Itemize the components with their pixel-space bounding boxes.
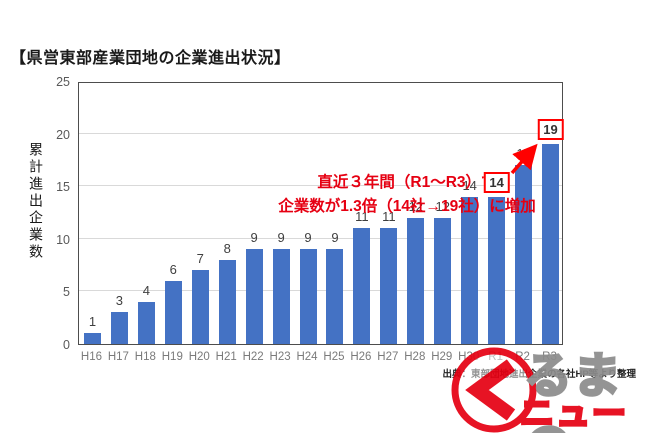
y-tick-label: 10 <box>56 232 70 247</box>
bar-H30 <box>461 196 479 344</box>
gridline-y-15 <box>79 185 562 187</box>
x-tick-label-H24: H24 <box>296 351 318 363</box>
bar-H23 <box>272 249 290 344</box>
value-label-H24: 9 <box>304 230 312 246</box>
x-tick-label-H21: H21 <box>215 351 237 363</box>
watermark-text-bottom: ニュース <box>519 394 628 433</box>
y-tick-label: 0 <box>63 338 70 352</box>
bar-R1 <box>488 196 506 344</box>
value-label-H20: 7 <box>196 251 204 267</box>
x-tick-label-H19: H19 <box>161 351 183 363</box>
chart-title: 【県営東部産業団地の企業進出状況】 <box>10 50 291 67</box>
value-label-H17: 3 <box>115 293 124 309</box>
bar-H29 <box>434 217 452 344</box>
gridline-y-20 <box>79 132 562 134</box>
bar-H16 <box>83 333 101 344</box>
value-label-H28: 12 <box>408 198 424 214</box>
value-label-H16: 1 <box>88 314 97 330</box>
value-label-H22: 9 <box>250 230 258 246</box>
value-label-H27: 11 <box>382 209 396 225</box>
value-label-H30: 14 <box>462 177 477 193</box>
highlighted-value-label-R3: 19 <box>537 119 564 141</box>
x-tick-label-H28: H28 <box>404 351 426 363</box>
bar-H18 <box>137 301 155 344</box>
x-tick-label-H20: H20 <box>188 351 210 363</box>
value-label-H18: 4 <box>142 282 150 298</box>
x-tick-label-H22: H22 <box>242 351 264 363</box>
bar-R2 <box>515 165 533 344</box>
bar-H17 <box>110 312 128 344</box>
y-tick-label: 25 <box>56 75 70 89</box>
x-tick-label-H18: H18 <box>134 351 156 363</box>
y-tick-label: 5 <box>63 285 70 300</box>
x-tick-label-H16: H16 <box>80 351 103 363</box>
bar-H24 <box>299 249 317 344</box>
bar-H20 <box>191 270 209 344</box>
value-label-H25: 9 <box>331 230 339 246</box>
bar-H26 <box>353 228 371 344</box>
value-label-R2: 17 <box>516 146 531 162</box>
y-tick-label: 15 <box>56 180 70 195</box>
x-tick-label-H26: H26 <box>350 351 372 363</box>
kuruma-no-news-watermark: るまの ニュース <box>446 340 650 433</box>
kuruma-logo-icon <box>451 347 537 433</box>
bar-H22 <box>245 249 263 344</box>
bar-H25 <box>326 249 344 344</box>
highlighted-value-label-R1: 14 <box>483 171 510 193</box>
y-tick-label: 20 <box>56 127 70 142</box>
annotation-line-2: 企業数が1.3倍（14社→19社）に増加 <box>278 198 536 215</box>
value-label-H29: 12 <box>435 198 450 214</box>
annotation-text: 直近３年間（R1～R3）で 企業数が1.3倍（14社→19社）に増加 <box>157 171 650 219</box>
y-axis-title: 累計進出企業数 <box>28 142 44 261</box>
bar-H21 <box>218 259 236 344</box>
annotation-line-1: 直近３年間（R1～R3）で <box>317 174 497 191</box>
value-label-H26: 11 <box>355 209 369 225</box>
value-label-H21: 8 <box>223 240 231 256</box>
x-tick-label-H27: H27 <box>377 351 399 363</box>
bar-H19 <box>164 280 182 344</box>
bar-H28 <box>407 217 425 344</box>
x-tick-label-H23: H23 <box>269 351 291 363</box>
x-tick-label-H25: H25 <box>323 351 345 363</box>
bar-H27 <box>380 228 398 344</box>
value-label-H19: 6 <box>169 261 177 277</box>
x-tick-label-H29: H29 <box>431 351 453 363</box>
value-label-H23: 9 <box>277 230 285 246</box>
bar-R3 <box>542 144 560 344</box>
x-tick-label-H17: H17 <box>107 351 129 363</box>
gridline-y-5 <box>79 290 562 292</box>
plot-area: 直近３年間（R1～R3）で 企業数が1.3倍（14社→19社）に増加 1 3 4 6 7… <box>78 82 564 345</box>
watermark-text-top: るまの <box>523 349 623 433</box>
gridline-y-10 <box>79 237 562 239</box>
source-credit: 出典：東部団地進出企業の各社HP等より整理 <box>442 369 636 380</box>
x-tick-label-R3: R3 <box>542 351 557 363</box>
